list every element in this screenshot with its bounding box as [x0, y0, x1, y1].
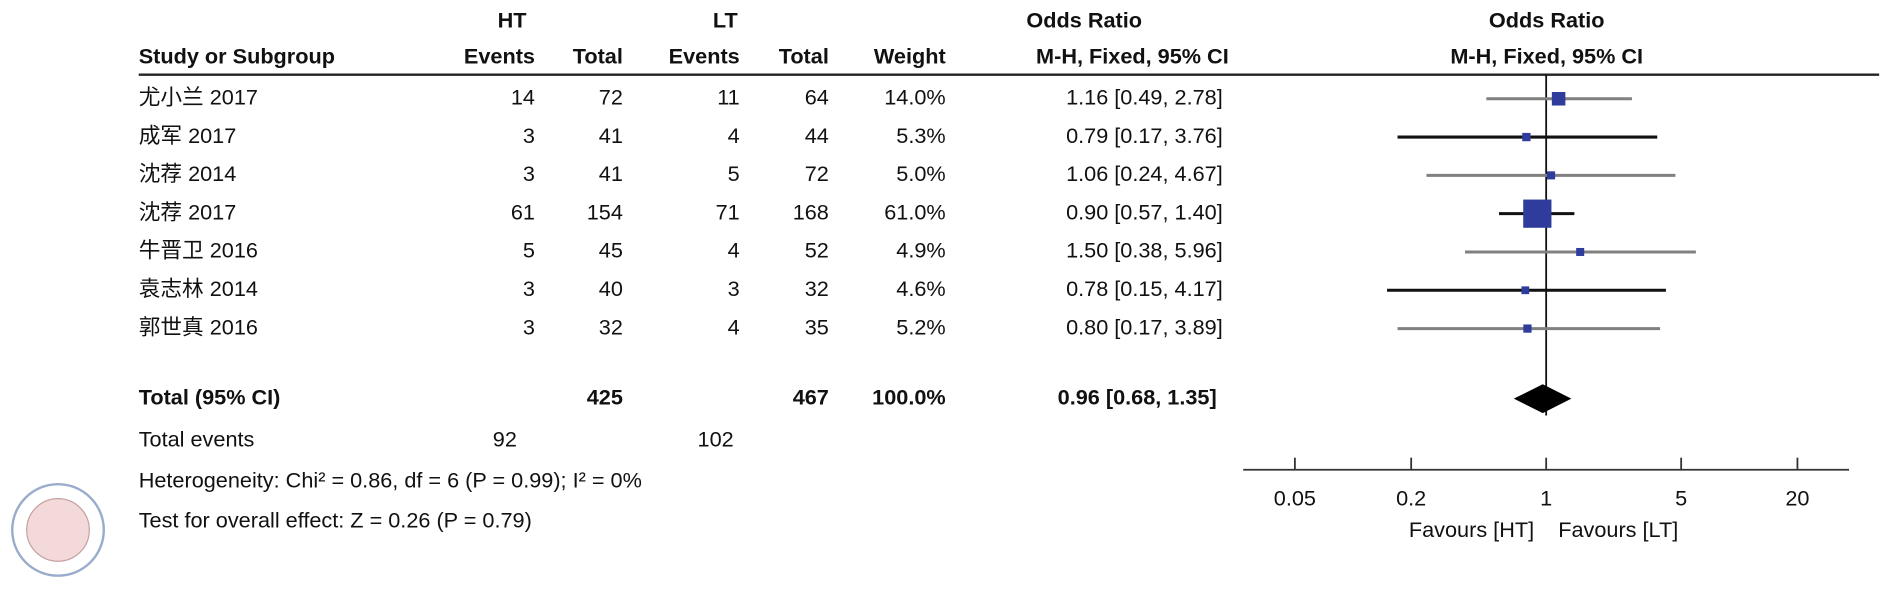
effect-title: Odds Ratio	[1026, 7, 1142, 32]
study-name: 尤小兰 2017	[139, 84, 258, 109]
cell: 154	[587, 199, 623, 224]
study-name: 沈荐 2014	[139, 161, 237, 186]
study-name: 袁志林 2014	[139, 276, 258, 301]
study-name: 成军 2017	[139, 123, 237, 148]
effect-label: 0.90 [0.57, 1.40]	[1066, 199, 1223, 224]
cell: 35	[805, 314, 829, 339]
cell: 14	[511, 84, 535, 109]
logo	[11, 482, 105, 577]
group-header: HT	[498, 7, 527, 32]
effect-label: 1.16 [0.49, 2.78]	[1066, 84, 1223, 109]
cell: 52	[805, 238, 829, 263]
x-label: Favours [LT]	[1558, 517, 1678, 542]
x-tick-label: 20	[1785, 486, 1809, 511]
cell: 3	[523, 161, 535, 186]
total-effect: 0.96 [0.68, 1.35]	[1058, 384, 1217, 409]
effect-label: 1.06 [0.24, 4.67]	[1066, 161, 1223, 186]
effect-marker	[1522, 132, 1531, 142]
cell: 40	[599, 276, 623, 301]
total-label: Total (95% CI)	[139, 384, 281, 409]
cell: 3	[728, 276, 740, 301]
cell: 32	[805, 276, 829, 301]
total-cell: 467	[793, 384, 829, 409]
cell: 41	[599, 123, 623, 148]
cell: 72	[599, 84, 623, 109]
cell: 32	[599, 314, 623, 339]
column-header: Events	[669, 44, 740, 69]
events-cell: 102	[698, 427, 734, 452]
cell: 45	[599, 238, 623, 263]
effect-label: 0.79 [0.17, 3.76]	[1066, 123, 1223, 148]
x-tick-label: 0.2	[1396, 486, 1426, 511]
cell: 4	[728, 238, 740, 263]
overall-effect: Test for overall effect: Z = 0.26 (P = 0…	[139, 507, 532, 532]
cell: 3	[523, 314, 535, 339]
plot-title: Odds Ratio	[1489, 7, 1605, 32]
cell: 44	[805, 123, 829, 148]
effect-label: 0.80 [0.17, 3.89]	[1066, 314, 1223, 339]
cell: 64	[805, 84, 829, 109]
weight: 5.2%	[896, 314, 945, 339]
cell: 4	[728, 314, 740, 339]
column-header: Total	[779, 44, 829, 69]
weight: 4.9%	[896, 238, 945, 263]
cell: 5	[523, 238, 535, 263]
effect-marker	[1551, 92, 1566, 106]
effect-subtitle: M-H, Fixed, 95% CI	[1036, 44, 1229, 69]
x-label: Favours [HT]	[1409, 517, 1534, 542]
study-name: 牛晋卫 2016	[139, 238, 258, 263]
heterogeneity: Heterogeneity: Chi² = 0.86, df = 6 (P = …	[139, 468, 642, 493]
cell: 41	[599, 161, 623, 186]
weight: 4.6%	[896, 276, 945, 301]
x-tick-label: 5	[1675, 486, 1687, 511]
effect-marker	[1547, 171, 1556, 180]
group-header: LT	[713, 7, 738, 32]
x-tick-label: 0.05	[1274, 486, 1316, 511]
cell: 4	[728, 123, 740, 148]
weight: 5.3%	[896, 123, 945, 148]
effect-marker	[1576, 247, 1585, 256]
cell: 168	[793, 199, 829, 224]
column-header: Study or Subgroup	[139, 44, 335, 69]
weight: 61.0%	[884, 199, 945, 224]
logo-inner	[26, 498, 90, 562]
column-header: Total	[573, 44, 623, 69]
effect-marker	[1523, 199, 1552, 228]
column-header: Events	[464, 44, 535, 69]
total-diamond	[1513, 384, 1572, 414]
weight: 14.0%	[884, 84, 945, 109]
cell: 61	[511, 199, 535, 224]
events-cell: 92	[493, 427, 517, 452]
plot-subtitle: M-H, Fixed, 95% CI	[1450, 44, 1643, 69]
effect-label: 0.78 [0.15, 4.17]	[1066, 276, 1223, 301]
total-weight: 100.0%	[872, 384, 946, 409]
effect-marker	[1523, 324, 1532, 333]
cell: 71	[716, 199, 740, 224]
events-label: Total events	[139, 427, 255, 452]
column-header: Weight	[874, 44, 946, 69]
study-name: 沈荐 2017	[139, 199, 237, 224]
total-cell: 425	[587, 384, 623, 409]
weight: 5.0%	[896, 161, 945, 186]
cell: 72	[805, 161, 829, 186]
cell: 3	[523, 276, 535, 301]
study-name: 郭世真 2016	[139, 314, 258, 339]
effect-marker	[1521, 286, 1530, 295]
cell: 5	[728, 161, 740, 186]
cell: 3	[523, 123, 535, 148]
cell: 11	[717, 84, 740, 109]
effect-label: 1.50 [0.38, 5.96]	[1066, 238, 1223, 263]
x-tick-label: 1	[1540, 486, 1552, 511]
